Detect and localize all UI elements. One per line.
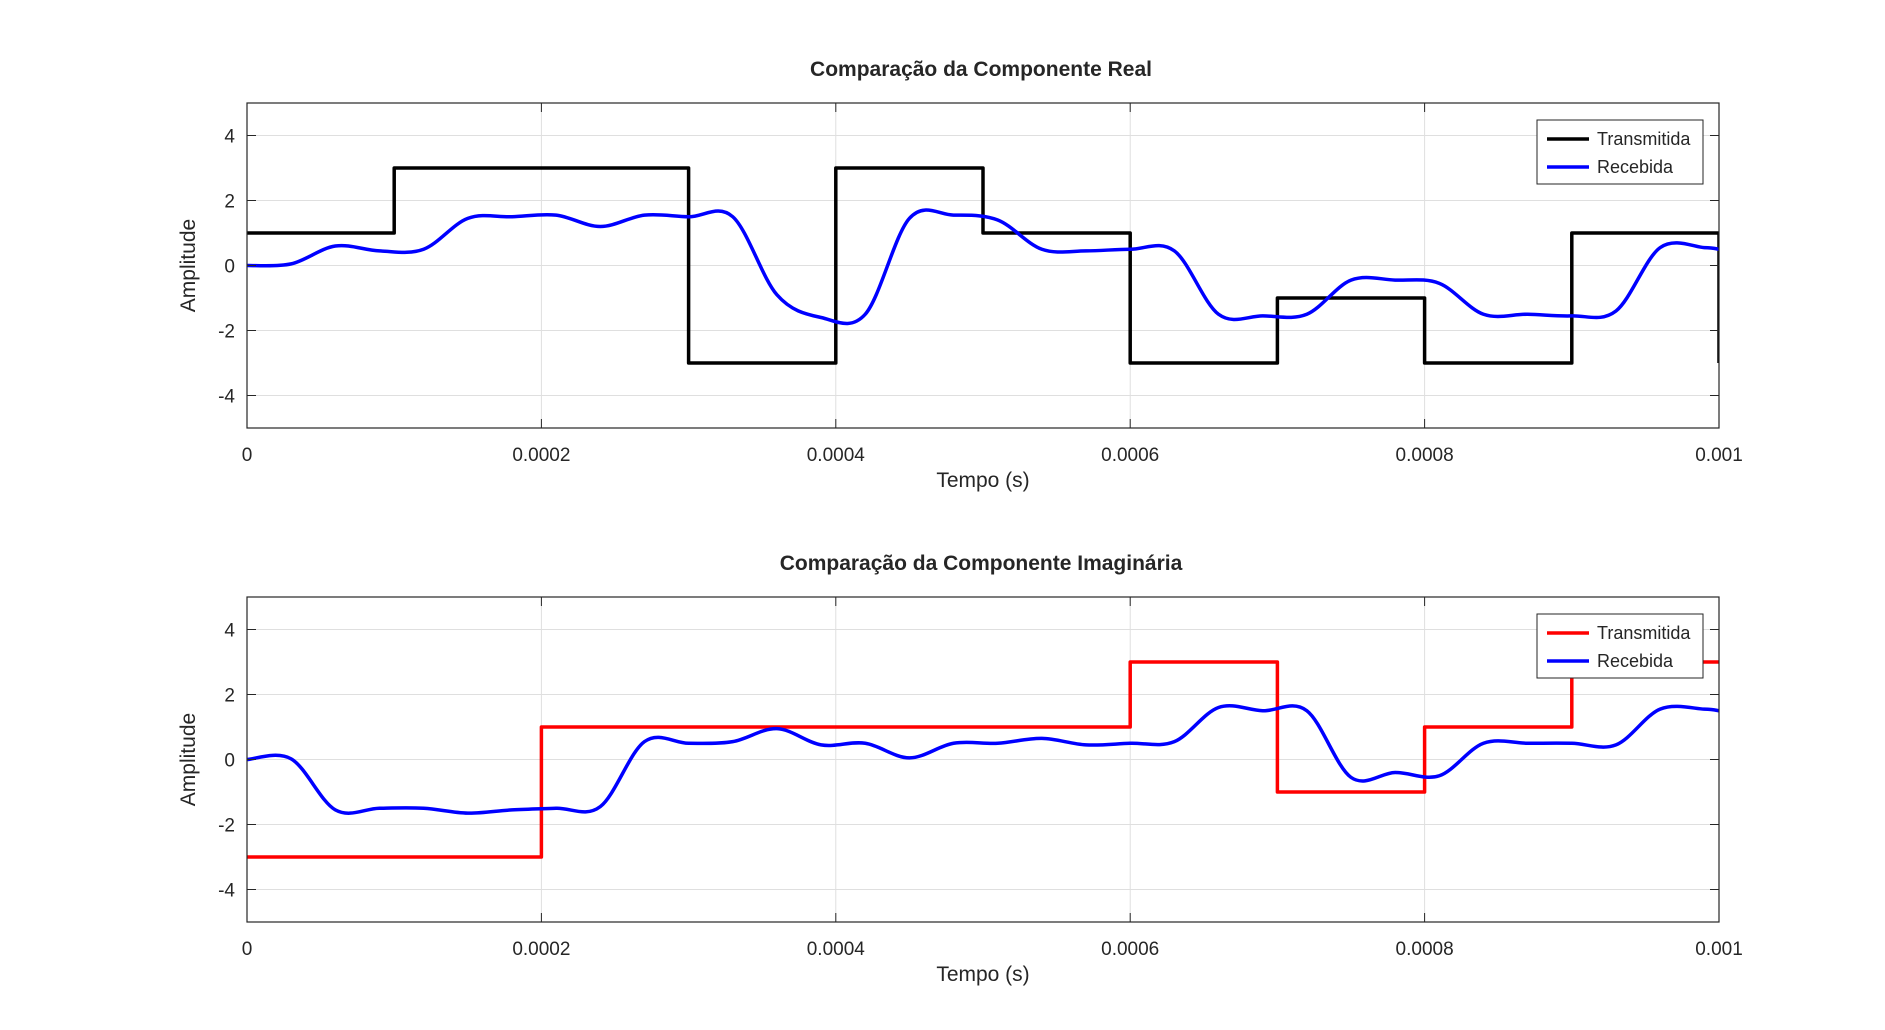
legend-label: Recebida (1597, 651, 1674, 671)
x-tick-label: 0 (242, 939, 253, 960)
chart-real: Comparação da Componente Real 0 0.0002 0.0… (177, 58, 1743, 492)
x-tick-label: 0.001 (1695, 445, 1743, 466)
legend: Transmitida Recebida (1536, 119, 1704, 185)
y-axis-label: Amplitude (177, 713, 200, 806)
x-tick-label: 0.0004 (807, 939, 866, 960)
legend-box (1536, 119, 1704, 185)
series-line-recebida (247, 704, 1719, 815)
series-line-recebida (247, 208, 1719, 326)
legend-label: Transmitida (1597, 129, 1691, 149)
ticks: 0 0.0002 0.0004 0.0006 0.0008 0.001 -4 -2 0 2 4 (218, 103, 1743, 466)
x-tick-label: 0.0006 (1101, 445, 1159, 466)
x-tick-label: 0.0008 (1396, 445, 1454, 466)
y-tick-label: -4 (218, 387, 235, 408)
y-tick-label: 0 (224, 257, 235, 278)
x-tick-label: 0.0002 (512, 939, 570, 960)
x-tick-label: 0.0002 (512, 445, 570, 466)
legend-box (1536, 613, 1704, 679)
x-tick-label: 0.0006 (1101, 939, 1159, 960)
x-axis-label: Tempo (s) (936, 963, 1029, 986)
legend-label: Transmitida (1597, 623, 1691, 643)
y-tick-label: 4 (224, 127, 235, 148)
x-tick-label: 0.001 (1695, 939, 1743, 960)
chart-imaginary: Comparação da Componente Imaginária 0 0.0… (177, 552, 1743, 986)
plot-area (247, 166, 1719, 365)
series-line-transmitida (247, 660, 1719, 859)
y-tick-label: -2 (218, 816, 235, 837)
y-tick-label: 4 (224, 621, 235, 642)
chart-title: Comparação da Componente Imaginária (780, 552, 1183, 575)
series-line-transmitida (247, 166, 1719, 365)
y-tick-label: -2 (218, 322, 235, 343)
x-tick-label: 0.0008 (1396, 939, 1454, 960)
x-tick-label: 0.0004 (807, 445, 866, 466)
legend: Transmitida Recebida (1536, 613, 1704, 679)
plot-area (247, 660, 1719, 859)
y-tick-label: -4 (218, 881, 235, 902)
legend-label: Recebida (1597, 157, 1674, 177)
x-axis-label: Tempo (s) (936, 469, 1029, 492)
y-tick-label: 2 (224, 192, 235, 213)
ticks: 0 0.0002 0.0004 0.0006 0.0008 0.001 -4 -2 0 2 4 (218, 597, 1743, 960)
x-tick-label: 0 (242, 445, 253, 466)
y-tick-label: 2 (224, 686, 235, 707)
y-tick-label: 0 (224, 751, 235, 772)
y-axis-label: Amplitude (177, 219, 200, 312)
chart-title: Comparação da Componente Real (810, 58, 1152, 81)
